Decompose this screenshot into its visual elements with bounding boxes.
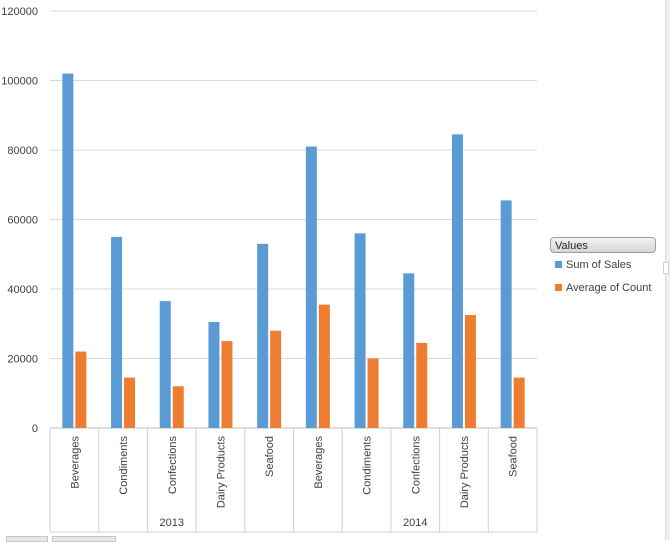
- legend-title[interactable]: Values: [550, 237, 656, 253]
- category-label: Dairy Products: [459, 436, 471, 509]
- legend-item-average-of-count: Average of Count: [555, 281, 651, 295]
- bar-average-of-count: [124, 377, 136, 428]
- bar-sum-of-sales: [257, 243, 269, 428]
- category-label: Condiments: [118, 436, 130, 495]
- resize-handle[interactable]: [663, 262, 669, 274]
- bar-sum-of-sales: [403, 273, 415, 428]
- category-label: Condiments: [362, 436, 374, 495]
- bar-sum-of-sales: [111, 236, 123, 428]
- bar-average-of-count: [513, 377, 525, 428]
- bar-average-of-count: [464, 315, 476, 428]
- bar-average-of-count: [75, 351, 87, 428]
- legend-item-sum-of-sales: Sum of Sales: [555, 258, 631, 272]
- bar-average-of-count: [221, 341, 233, 428]
- category-label: Seafood: [508, 436, 520, 477]
- bar-average-of-count: [318, 304, 330, 428]
- y-tick-label: 60000: [7, 215, 38, 227]
- bar-sum-of-sales: [451, 134, 463, 429]
- y-tick-label: 20000: [7, 354, 38, 366]
- y-tick-label: 120000: [1, 6, 38, 18]
- category-label: Beverages: [313, 436, 325, 489]
- sheet-tab[interactable]: [52, 536, 116, 542]
- legend-label-count: Average of Count: [566, 282, 652, 294]
- y-tick-label: 40000: [7, 284, 38, 296]
- bar-average-of-count: [416, 342, 428, 428]
- bar-sum-of-sales: [500, 200, 512, 428]
- bar-sum-of-sales: [62, 73, 74, 429]
- y-tick-label: 80000: [7, 145, 38, 157]
- bar-average-of-count: [367, 358, 379, 428]
- category-label: Dairy Products: [215, 436, 227, 509]
- bar-sum-of-sales: [305, 146, 317, 428]
- bar-sum-of-sales: [208, 322, 220, 428]
- y-tick-label: 0: [32, 423, 38, 435]
- bar-sum-of-sales: [354, 233, 366, 428]
- group-label: 2013: [160, 517, 184, 529]
- category-label: Confections: [167, 436, 179, 495]
- bar-sum-of-sales: [159, 301, 171, 428]
- category-label: Beverages: [69, 436, 81, 489]
- category-label: Confections: [410, 436, 422, 495]
- bar-average-of-count: [172, 386, 184, 428]
- legend-swatch-sales: [555, 260, 562, 268]
- y-tick-label: 100000: [1, 76, 38, 88]
- legend-swatch-count: [555, 283, 562, 291]
- legend-label-sales: Sum of Sales: [566, 259, 632, 271]
- sheet-tab[interactable]: [6, 536, 48, 542]
- group-label: 2014: [403, 517, 427, 529]
- bar-average-of-count: [270, 330, 282, 428]
- category-label: Seafood: [264, 436, 276, 477]
